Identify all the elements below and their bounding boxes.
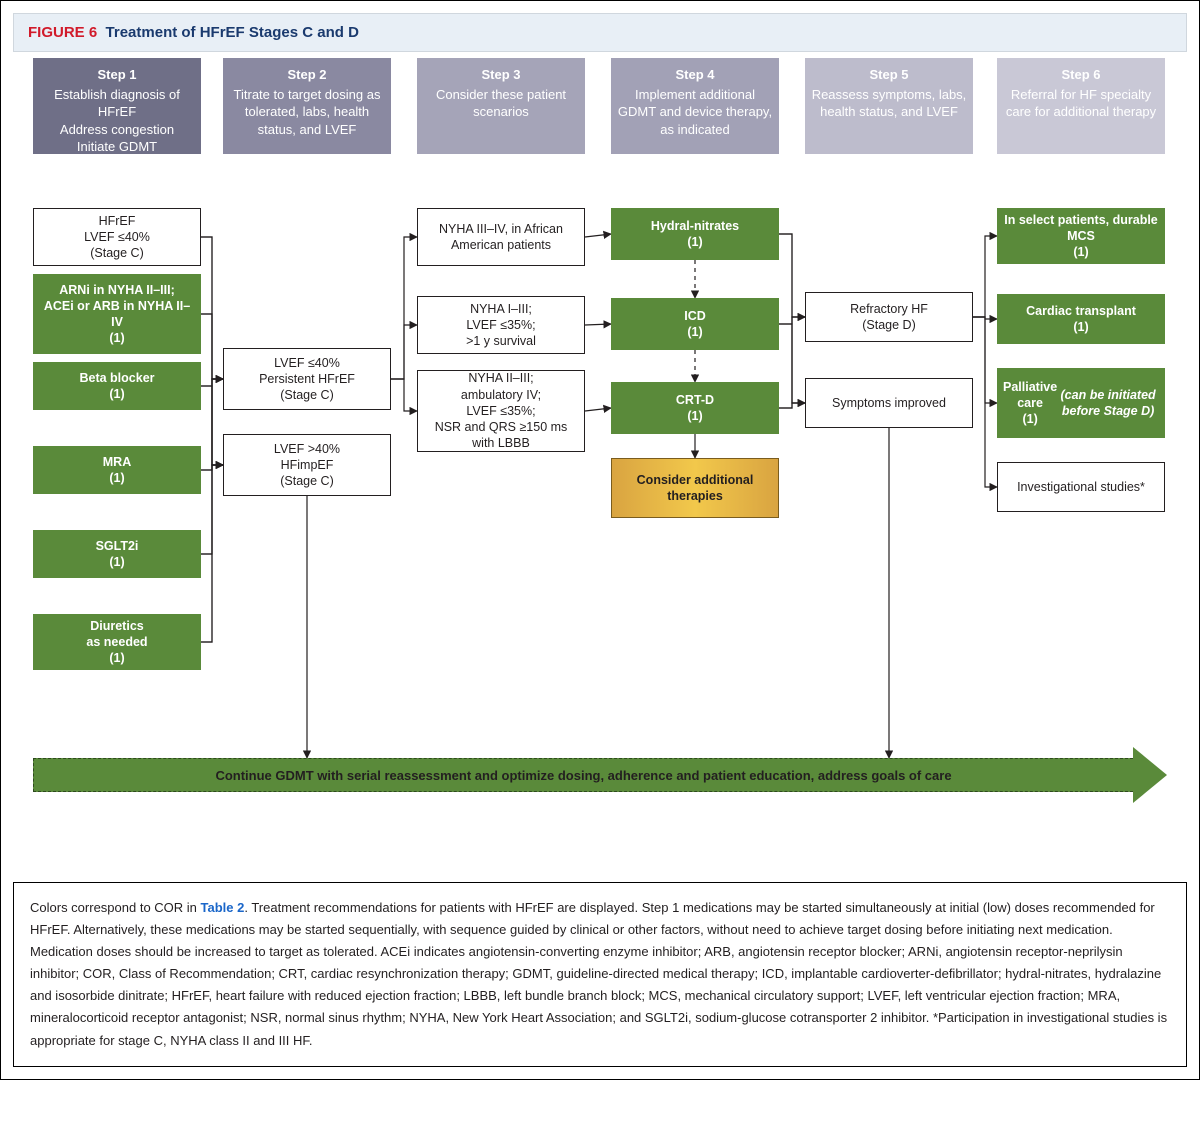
caption-table-link[interactable]: Table 2 (201, 900, 245, 915)
node-c1_sglt: SGLT2i(1) (33, 530, 201, 578)
node-c3_crtd: NYHA II–III;ambulatory IV;LVEF ≤35%;NSR … (417, 370, 585, 452)
figure-container: FIGURE 6 Treatment of HFrEF Stages C and… (0, 0, 1200, 1080)
node-c1_mra: MRA(1) (33, 446, 201, 494)
figure-title: Treatment of HFrEF Stages C and D (101, 24, 359, 41)
step-header-2: Step 2Titrate to target dosing as tolera… (223, 58, 391, 154)
step-header-5: Step 5Reassess symptoms, labs, health st… (805, 58, 973, 154)
step-header-1: Step 1Establish diagnosis of HFrEFAddres… (33, 58, 201, 154)
node-c5_ref: Refractory HF(Stage D) (805, 292, 973, 342)
continue-gdmt-arrowhead (1133, 747, 1167, 803)
node-c1_hfref: HFrEFLVEF ≤40%(Stage C) (33, 208, 201, 266)
node-c6_pall: Palliative care(1)(can be initiated befo… (997, 368, 1165, 438)
node-c2_improved: LVEF >40%HFimpEF(Stage C) (223, 434, 391, 496)
node-c3_aa: NYHA III–IV, in African American patient… (417, 208, 585, 266)
caption-body: . Treatment recommendations for patients… (30, 900, 1167, 1048)
step-header-4: Step 4Implement additional GDMT and devi… (611, 58, 779, 154)
node-c6_tx: Cardiac transplant(1) (997, 294, 1165, 344)
figure-caption: Colors correspond to COR in Table 2. Tre… (13, 882, 1187, 1067)
continue-gdmt-band: Continue GDMT with serial reassessment a… (33, 758, 1133, 792)
node-c1_arni: ARNi in NYHA II–III;ACEi or ARB in NYHA … (33, 274, 201, 354)
node-c3_icd: NYHA I–III;LVEF ≤35%;>1 y survival (417, 296, 585, 354)
node-c4_hyd: Hydral-nitrates(1) (611, 208, 779, 260)
node-c5_imp: Symptoms improved (805, 378, 973, 428)
figure-label: FIGURE 6 (28, 24, 97, 41)
node-c4_add: Consider additional therapies (611, 458, 779, 518)
node-c6_mcs: In select patients, durable MCS(1) (997, 208, 1165, 264)
caption-prefix: Colors correspond to COR in (30, 900, 201, 915)
figure-title-bar: FIGURE 6 Treatment of HFrEF Stages C and… (13, 13, 1187, 52)
node-c1_bb: Beta blocker(1) (33, 362, 201, 410)
node-c6_inv: Investigational studies* (997, 462, 1165, 512)
step-header-6: Step 6Referral for HF specialty care for… (997, 58, 1165, 154)
node-c2_persist: LVEF ≤40%Persistent HFrEF(Stage C) (223, 348, 391, 410)
node-c4_crtd: CRT-D(1) (611, 382, 779, 434)
step-header-3: Step 3Consider these patient scenarios (417, 58, 585, 154)
node-c1_diur: Diureticsas needed(1) (33, 614, 201, 670)
flowchart-area: Step 1Establish diagnosis of HFrEFAddres… (13, 58, 1185, 878)
node-c4_icd: ICD(1) (611, 298, 779, 350)
